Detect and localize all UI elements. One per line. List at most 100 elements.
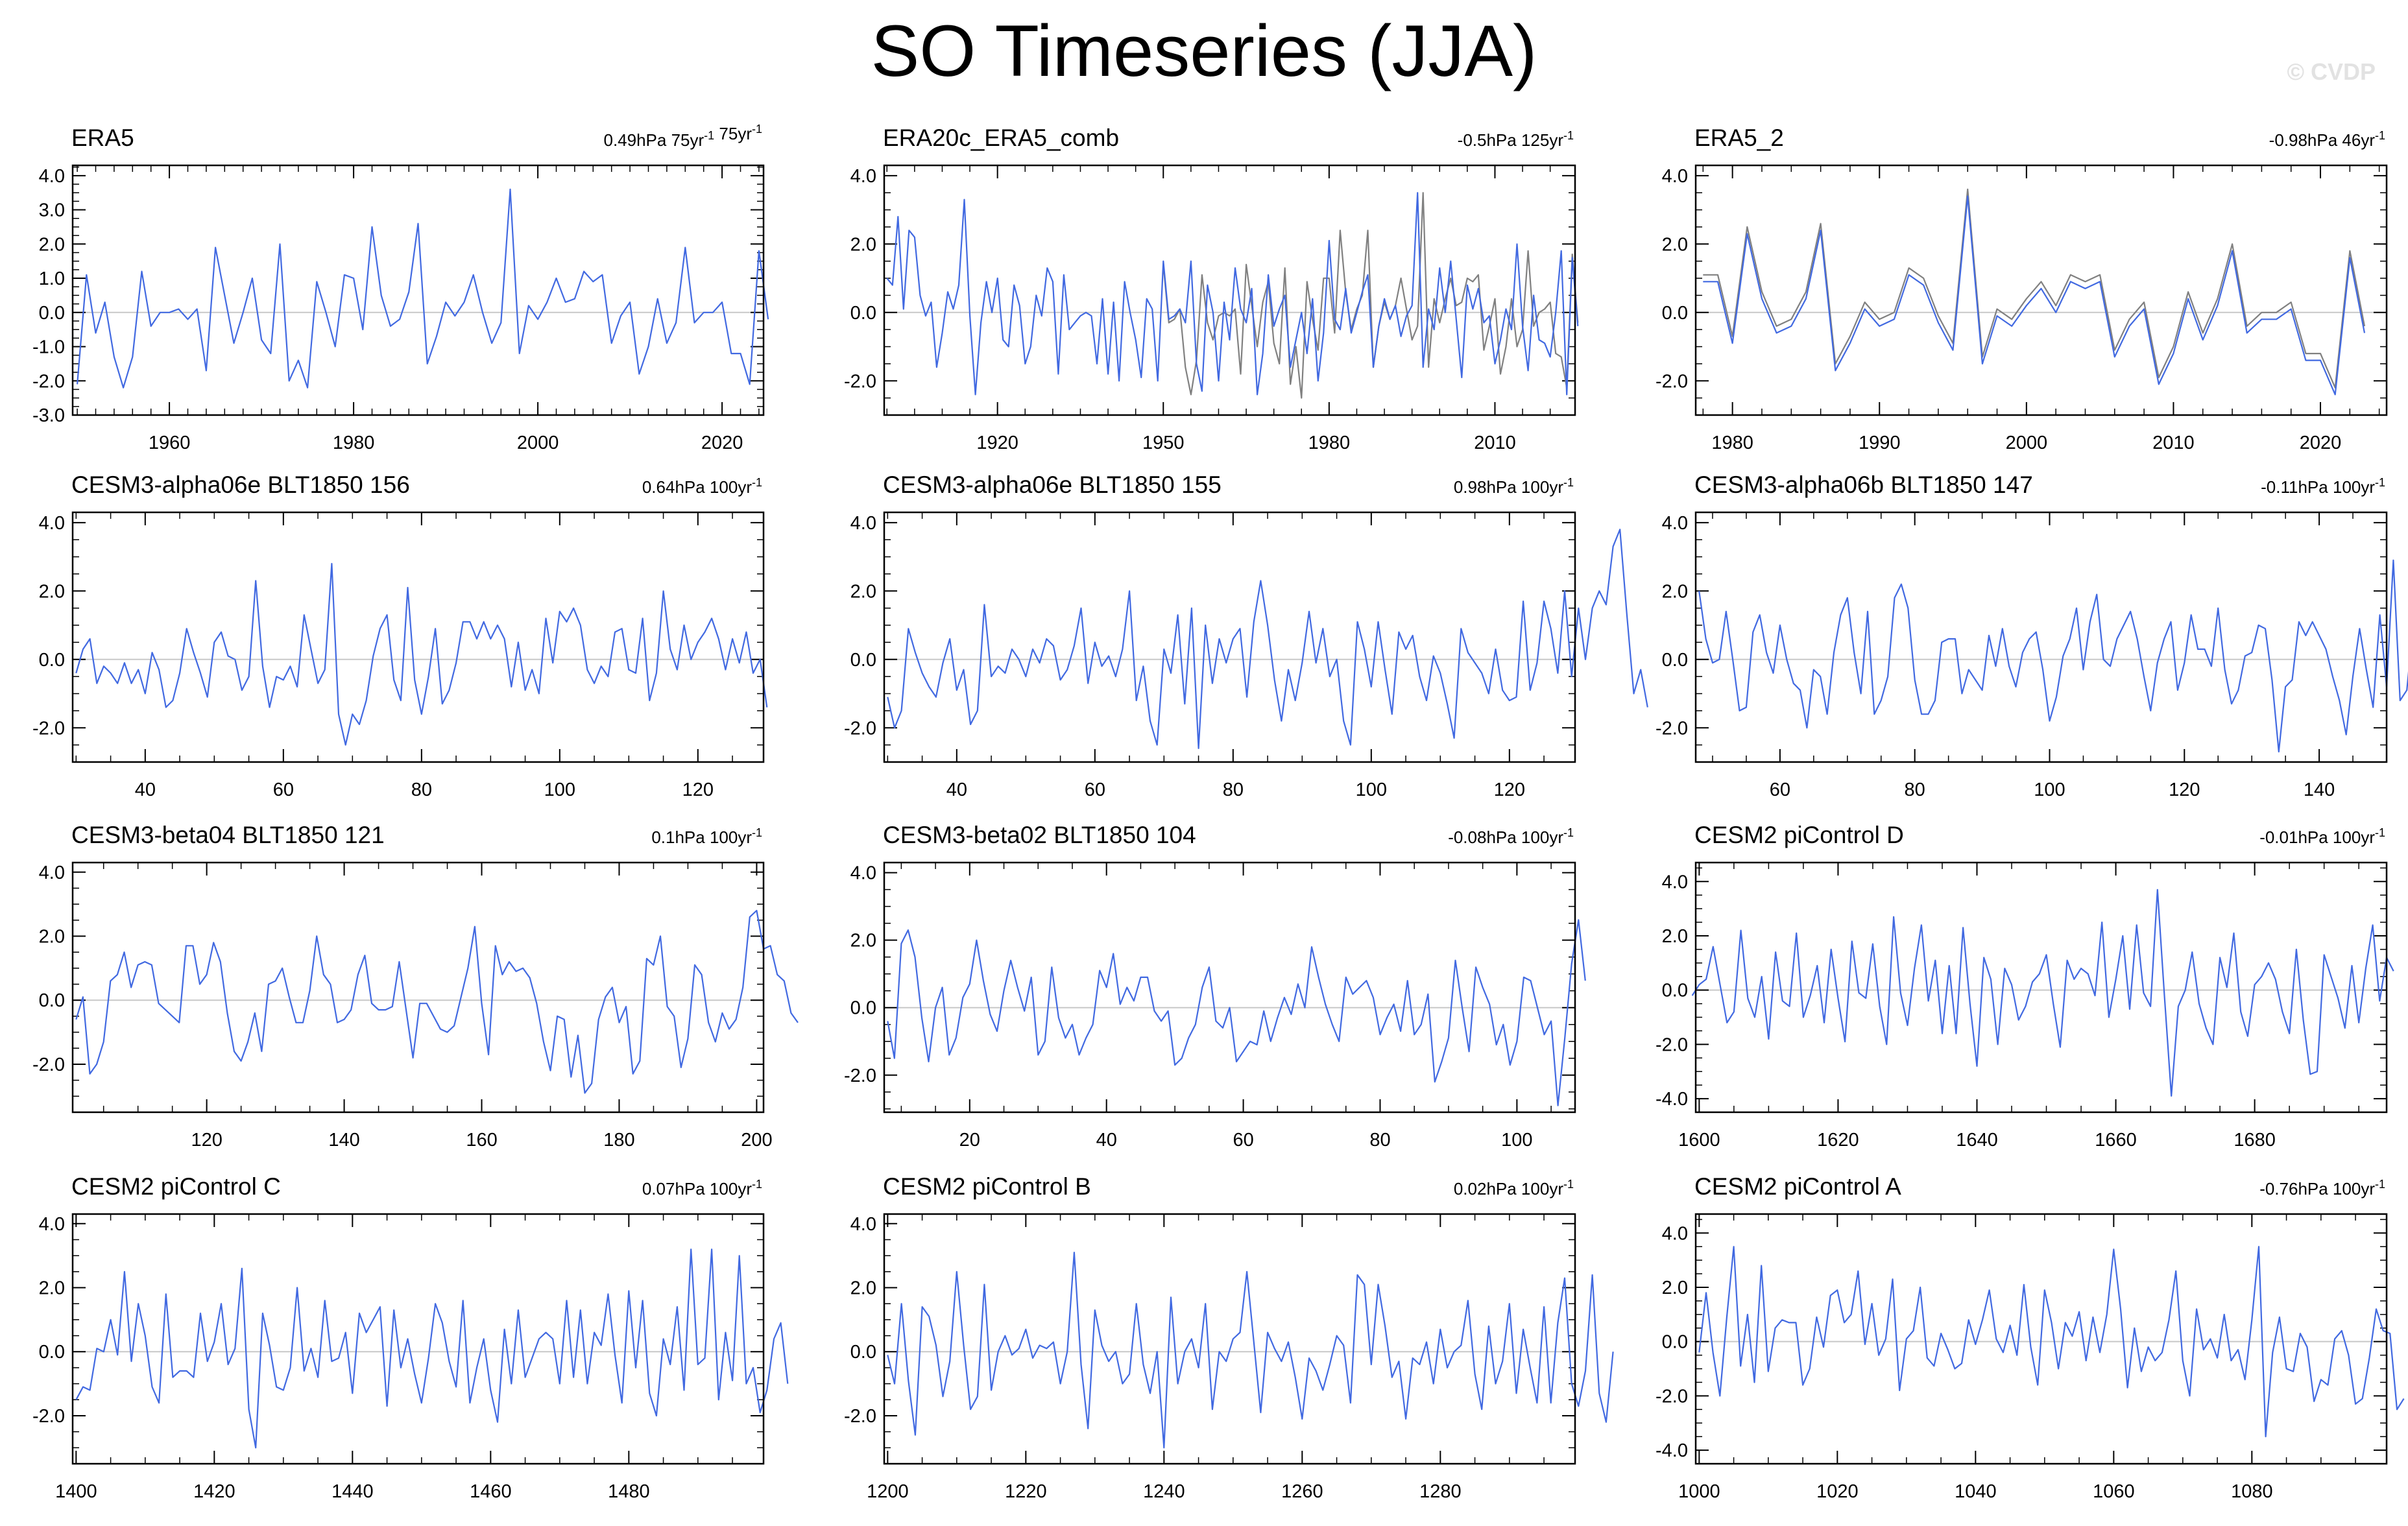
y-tick-label: 4.0 [1662, 513, 1688, 534]
y-tick-label: 2.0 [39, 1278, 65, 1299]
x-tick-label: 60 [1085, 780, 1105, 800]
x-tick-label: 100 [1356, 780, 1387, 800]
trend-text: -0.11hPa 100yr [2261, 477, 2375, 497]
panel-7: CESM3-beta04 BLT1850 121 0.1hPa 100yr-1 12… [32, 822, 799, 1150]
x-tick-label: 1220 [1005, 1481, 1047, 1502]
trend-exponent: -1 [1563, 826, 1574, 839]
trend-exponent: -1 [752, 826, 762, 839]
series-line-1 [1698, 1246, 2405, 1438]
x-tick-label: 1020 [1816, 1481, 1859, 1502]
panel-3: ERA5_2 -0.98hPa 46yr-1 1980 1990 2000 2010 202… [1655, 125, 2388, 453]
series-line-1 [887, 529, 1648, 750]
plot-frame [1694, 164, 2388, 416]
y-tick-label: 0.0 [39, 303, 65, 324]
trend-exponent: -1 [1563, 476, 1574, 489]
y-tick-label: -2.0 [1655, 718, 1688, 739]
series-line-1 [77, 188, 769, 388]
y-tick-label: 0.0 [850, 303, 876, 324]
trend-exponent: -1 [752, 123, 762, 136]
y-tick-label: 2.0 [850, 234, 876, 255]
y-tick-label: 0.0 [850, 1342, 876, 1363]
y-tick-label: 4.0 [850, 166, 876, 187]
x-tick-label: 60 [273, 780, 294, 800]
plot-frame [883, 511, 1576, 763]
x-tick-label: 1620 [1817, 1130, 1859, 1150]
y-tick-label: -2.0 [32, 1055, 65, 1075]
x-tick-label: 2020 [2300, 433, 2342, 453]
trend-label: -0.5hPa 125yr-1 [1458, 129, 1574, 150]
panel-title: CESM3-beta02 BLT1850 104 [883, 822, 1196, 848]
panel-title: CESM2 piControl B [883, 1173, 1091, 1200]
plot-frame [71, 1213, 765, 1465]
y-tick-label: 4.0 [39, 166, 65, 187]
trend-text: -0.08hPa 100yr [1448, 828, 1563, 847]
series-line-1 [75, 1248, 789, 1449]
series-line-2 [1703, 188, 2366, 388]
plot-frame [1694, 861, 2388, 1114]
panel-title: ERA5 [71, 125, 134, 151]
trend-exponent: -1 [2375, 129, 2385, 142]
x-tick-label: 1640 [1956, 1130, 1998, 1150]
series-line-1 [1698, 559, 2408, 753]
y-tick-label: -2.0 [32, 1406, 65, 1427]
panel-title: CESM2 piControl A [1694, 1173, 1901, 1200]
x-tick-label: 1240 [1143, 1481, 1185, 1502]
panel-title: CESM3-beta04 BLT1850 121 [71, 822, 385, 848]
trend-label: 0.64hPa 100yr-1 [642, 476, 762, 497]
x-tick-label: 180 [603, 1130, 634, 1150]
panel-title: CESM2 piControl C [71, 1173, 281, 1200]
y-tick-label: 0.0 [1662, 1332, 1688, 1353]
y-tick-label: 0.0 [1662, 303, 1688, 324]
y-tick-label: -2.0 [32, 718, 65, 739]
x-tick-label: 1600 [1678, 1130, 1720, 1150]
x-tick-label: 100 [1501, 1130, 1532, 1150]
y-tick-label: 4.0 [850, 863, 876, 884]
y-tick-label: 0.0 [39, 650, 65, 671]
x-tick-label: 40 [135, 780, 156, 800]
x-tick-label: 1200 [867, 1481, 909, 1502]
panel-2: ERA20c_ERA5_comb -0.5hPa 125yr-1 1920 1950 1… [844, 125, 1579, 453]
x-tick-label: 1660 [2095, 1130, 2137, 1150]
x-tick-label: 40 [1096, 1130, 1117, 1150]
x-tick-label: 120 [191, 1130, 222, 1150]
x-tick-label: 1680 [2233, 1130, 2276, 1150]
panel-title: CESM3-alpha06b BLT1850 147 [1694, 471, 2033, 498]
series-line-1 [75, 909, 799, 1094]
trend-text: -0.5hPa 125yr [1458, 130, 1564, 150]
x-tick-label: 120 [682, 780, 714, 800]
y-tick-label: 0.0 [39, 990, 65, 1011]
y-tick-label: 0.0 [850, 998, 876, 1019]
y-tick-label: 2.0 [1662, 926, 1688, 947]
y-tick-label: -2.0 [844, 1406, 876, 1427]
series-line-1 [1691, 888, 2394, 1097]
panel-title: ERA5_2 [1694, 125, 1784, 151]
x-tick-label: 2010 [1474, 433, 1516, 453]
y-tick-label: -4.0 [1655, 1089, 1688, 1110]
x-tick-label: 2020 [701, 433, 743, 453]
trend-exponent: -1 [2375, 1178, 2385, 1191]
trend-text: 0.07hPa 100yr [642, 1179, 752, 1198]
y-tick-label: -2.0 [1655, 371, 1688, 392]
panel-6: CESM3-alpha06b BLT1850 147 -0.11hPa 100yr… [1655, 471, 2408, 800]
plot-frame [1694, 1213, 2388, 1465]
plot-frame [71, 861, 765, 1114]
x-tick-label: 1980 [333, 433, 375, 453]
x-tick-label: 1280 [1419, 1481, 1462, 1502]
series-line-1 [887, 919, 1586, 1106]
x-tick-label: 80 [1369, 1130, 1390, 1150]
panel-12: CESM2 piControl A -0.76hPa 100yr-1 1000 102… [1655, 1173, 2405, 1502]
plot-frame [883, 164, 1576, 416]
panel-title: CESM2 piControl D [1694, 822, 1904, 848]
trend-label: -0.98hPa 46yr-1 [2269, 129, 2385, 150]
y-tick-label: 2.0 [1662, 234, 1688, 255]
y-tick-label: 4.0 [39, 513, 65, 534]
trend-text: -0.01hPa 100yr [2259, 828, 2375, 847]
trend-exponent: -1 [1563, 1178, 1574, 1191]
panel-5: CESM3-alpha06e BLT1850 155 0.98hPa 100yr-… [844, 471, 1648, 800]
y-tick-label: 2.0 [1662, 1278, 1688, 1298]
trend-exponent: -1 [752, 1178, 762, 1191]
x-tick-label: 1040 [1955, 1481, 1997, 1502]
x-tick-label: 120 [1494, 780, 1525, 800]
panel-10: CESM2 piControl C 0.07hPa 100yr-1 1400 1420… [32, 1173, 789, 1502]
trend-label: -0.08hPa 100yr-1 [1448, 826, 1574, 847]
